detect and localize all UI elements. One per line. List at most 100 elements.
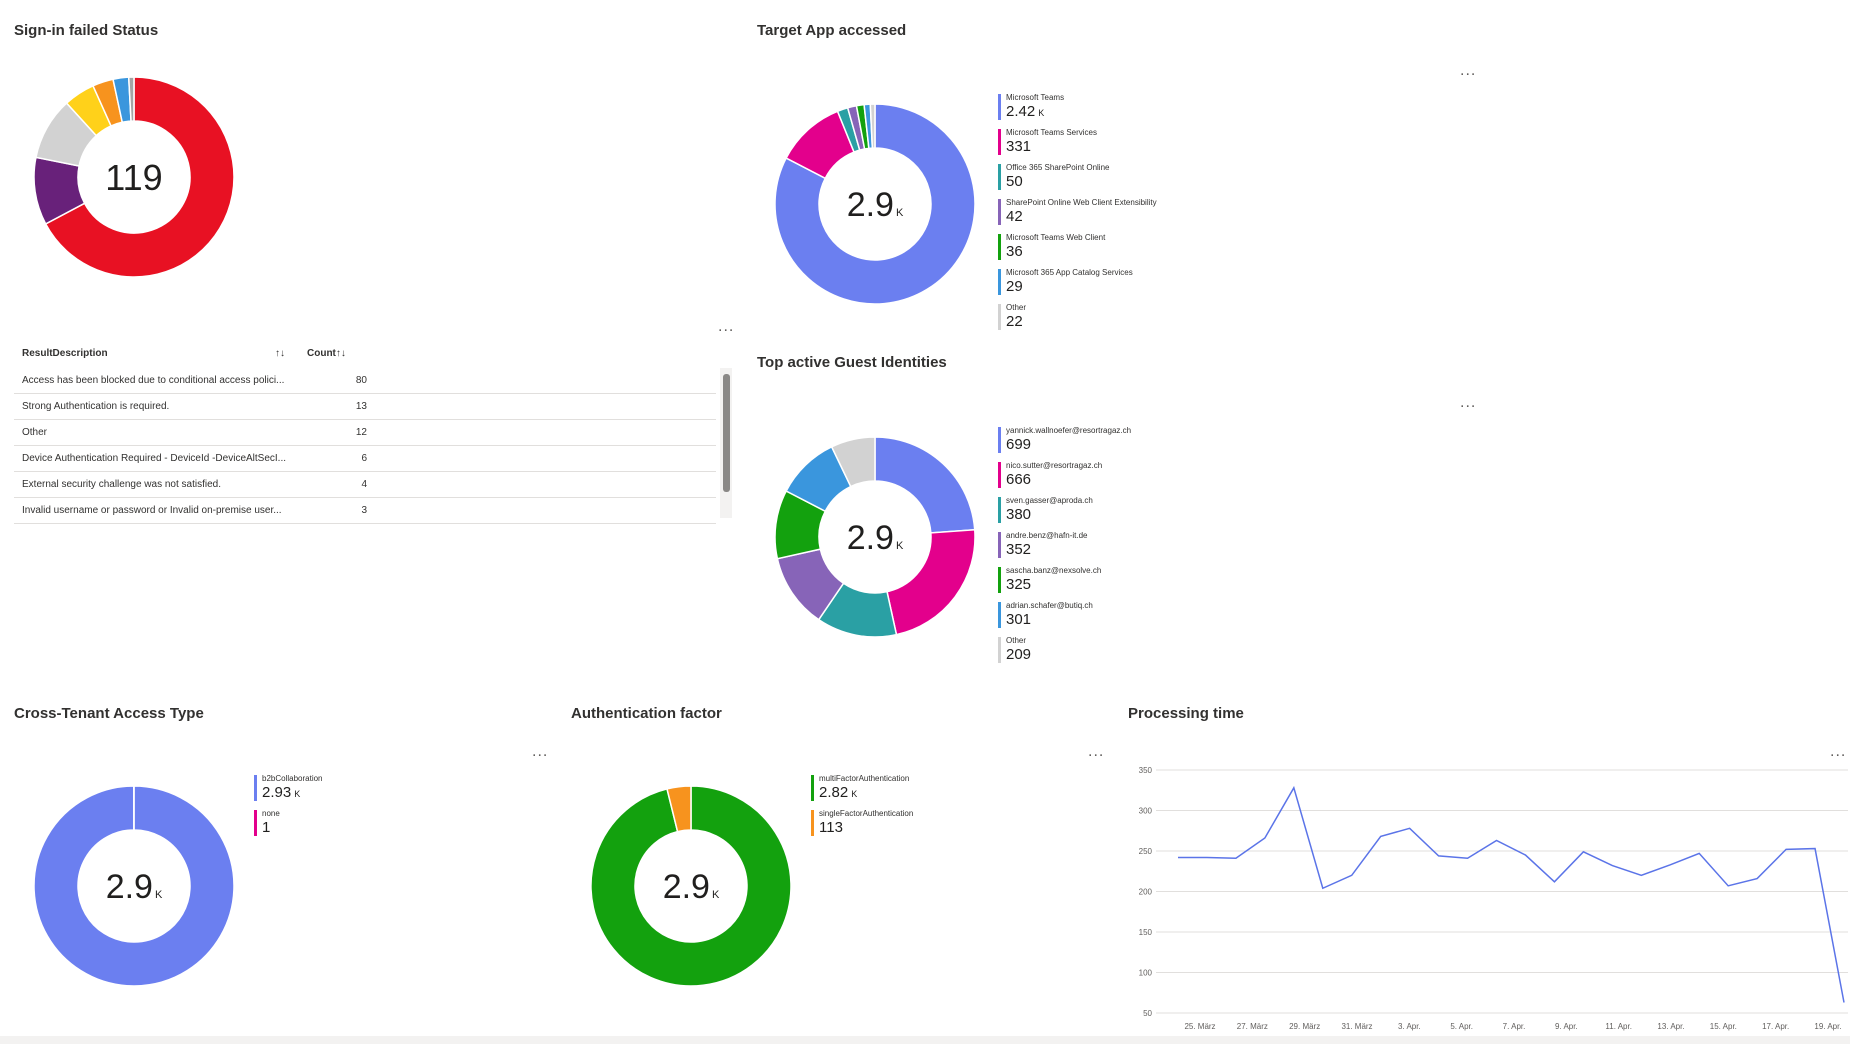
processing-point[interactable] [1696,850,1702,856]
auth-legend-value: 2.82 K [819,784,858,801]
guests-legend-swatch [998,637,1001,663]
processing-point[interactable] [1465,855,1471,861]
target-legend-swatch [998,234,1001,260]
target-legend-name: SharePoint Online Web Client Extensibili… [1006,198,1157,207]
processing-point[interactable] [1841,999,1847,1005]
processing-point[interactable] [1262,835,1268,841]
target-legend-item[interactable]: Other 22 [998,303,1157,338]
x-tick-label: 29. März [1289,1022,1320,1031]
table-row[interactable]: Strong Authentication is required. 13 [14,394,716,420]
processing-point[interactable] [1204,854,1210,860]
processing-series-line[interactable] [1178,785,1845,1003]
table-row[interactable]: Invalid username or password or Invalid … [14,498,716,524]
row-description: Device Authentication Required - DeviceI… [22,453,287,464]
cross-slice[interactable] [34,786,234,986]
signin-slice[interactable] [127,77,135,122]
target-legend-item[interactable]: Microsoft 365 App Catalog Services 29 [998,268,1157,303]
target-legend-value: 331 [1006,138,1032,155]
guests-legend-item[interactable]: adrian.schafer@butiq.ch 301 [998,601,1131,636]
auth-legend-item[interactable]: multiFactorAuthentication 2.82 K [811,774,913,809]
x-tick-label: 25. März [1184,1022,1215,1031]
processing-point[interactable] [1320,885,1326,891]
table-scrollbar[interactable] [723,374,730,492]
processing-point[interactable] [1494,837,1500,843]
guests-legend-item[interactable]: Other 209 [998,636,1131,671]
guests-legend-item[interactable]: andre.benz@hafn-it.de 352 [998,531,1131,566]
header-count[interactable]: Count↑↓ [307,348,346,359]
cross-more-button[interactable]: ... [532,743,549,760]
cross-legend-item[interactable]: none 1 [254,809,323,844]
cross-legend-item[interactable]: b2bCollaboration 2.93 K [254,774,323,809]
processing-line-chart[interactable]: 350 300 250 200 150 100 50 25. März 27. März 29. … [1128,760,1850,1044]
processing-point[interactable] [1638,872,1644,878]
target-more-button[interactable]: ... [1460,62,1477,79]
target-slice[interactable] [869,104,876,149]
guests-legend-item[interactable]: sven.gasser@aproda.ch 380 [998,496,1131,531]
target-slice[interactable] [775,104,975,304]
auth-legend-name: singleFactorAuthentication [819,809,914,818]
table-more-button[interactable]: ... [718,318,735,335]
guests-more-button[interactable]: ... [1460,394,1477,411]
table-row[interactable]: Device Authentication Required - DeviceI… [14,446,716,472]
auth-slice[interactable] [591,786,791,986]
row-description: Access has been blocked due to condition… [22,375,285,386]
processing-point[interactable] [1349,872,1355,878]
guests-legend-swatch [998,602,1001,628]
processing-point[interactable] [1436,853,1442,859]
target-legend-value: 42 [1006,208,1023,225]
processing-point[interactable] [1754,876,1760,882]
guests-legend-name: sascha.banz@nexsolve.ch [1006,566,1102,575]
processing-point[interactable] [1522,852,1528,858]
auth-slice[interactable] [666,786,692,833]
guests-slice[interactable] [830,437,876,488]
processing-point[interactable] [1609,863,1615,869]
cross-donut[interactable]: 2.9 K [34,786,234,986]
guests-legend-value: 699 [1006,436,1032,453]
auth-legend-value: 113 [819,819,843,836]
processing-point[interactable] [1551,879,1557,885]
row-count: 6 [361,453,367,464]
signin-donut[interactable]: 119 [34,77,234,277]
target-legend-item[interactable]: Microsoft Teams 2.42 K [998,93,1157,128]
processing-more-button[interactable]: ... [1830,743,1847,760]
processing-point[interactable] [1291,785,1297,791]
processing-point[interactable] [1378,833,1384,839]
guests-slice[interactable] [886,528,975,636]
processing-point[interactable] [1175,854,1181,860]
table-row[interactable]: Access has been blocked due to condition… [14,368,716,394]
processing-point[interactable] [1667,862,1673,868]
auth-legend-item[interactable]: singleFactorAuthentication 113 [811,809,913,844]
x-tick-label: 13. Apr. [1657,1022,1684,1031]
auth-more-button[interactable]: ... [1088,743,1105,760]
processing-point[interactable] [1233,855,1239,861]
guests-legend-item[interactable]: nico.sutter@resortragaz.ch 666 [998,461,1131,496]
target-legend-name: Office 365 SharePoint Online [1006,163,1110,172]
guests-legend-item[interactable]: sascha.banz@nexsolve.ch 325 [998,566,1131,601]
table-row[interactable]: External security challenge was not sati… [14,472,716,498]
x-tick-label: 5. Apr. [1450,1022,1473,1031]
target-legend-item[interactable]: Office 365 SharePoint Online 50 [998,163,1157,198]
target-legend-item[interactable]: SharePoint Online Web Client Extensibili… [998,198,1157,233]
signin-slice[interactable] [44,77,234,277]
target-legend-name: Other [1006,303,1027,312]
processing-point[interactable] [1580,849,1586,855]
target-donut[interactable]: 2.9 K [775,104,975,304]
table-row[interactable]: Other 12 [14,420,716,446]
y-tick-label: 300 [1139,807,1153,816]
target-legend-item[interactable]: Microsoft Teams Web Client 36 [998,233,1157,268]
target-legend-swatch [998,129,1001,155]
processing-point[interactable] [1407,825,1413,831]
guests-legend-value: 352 [1006,541,1032,558]
sort-icon[interactable]: ↑↓ [275,348,285,359]
guests-donut[interactable]: 2.9 K [775,437,975,637]
processing-point[interactable] [1725,883,1731,889]
header-resultdescription[interactable]: ResultDescription [22,348,108,359]
auth-donut[interactable]: 2.9 K [591,786,791,986]
target-legend-swatch [998,199,1001,225]
processing-point[interactable] [1812,846,1818,852]
guests-legend-item[interactable]: yannick.wallnoefer@resortragaz.ch 699 [998,426,1131,461]
auth-title: Authentication factor [571,705,722,722]
processing-point[interactable] [1783,846,1789,852]
target-legend-item[interactable]: Microsoft Teams Services 331 [998,128,1157,163]
bottom-scroll-strip [0,1036,1850,1044]
